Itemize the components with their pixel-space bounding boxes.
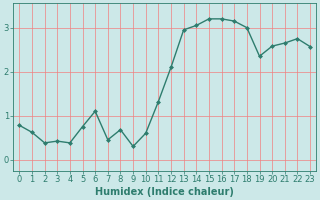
X-axis label: Humidex (Indice chaleur): Humidex (Indice chaleur)	[95, 187, 234, 197]
